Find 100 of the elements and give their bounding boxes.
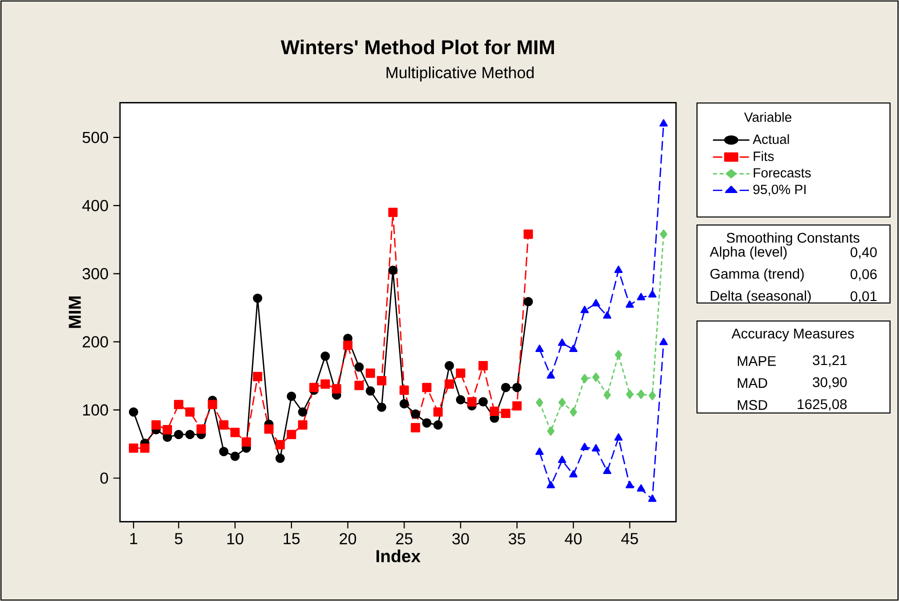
text: 0,01 xyxy=(850,291,877,303)
text: 0,06 xyxy=(850,269,877,281)
point xyxy=(536,398,544,408)
text: Accuracy Measures xyxy=(732,328,854,342)
text: 0,40 xyxy=(850,247,877,259)
text: 31,21 xyxy=(812,355,847,367)
point xyxy=(558,338,566,346)
point xyxy=(603,311,612,319)
x-tick-label: 20 xyxy=(340,533,356,544)
point xyxy=(603,466,612,474)
y-tick-label: 300 xyxy=(82,268,108,280)
x-tick-label: 35 xyxy=(508,533,526,544)
point xyxy=(546,480,555,488)
text: Gamma (trend) xyxy=(710,268,804,282)
point xyxy=(151,420,161,430)
point xyxy=(444,379,454,389)
point xyxy=(501,408,510,418)
point xyxy=(298,407,308,417)
point xyxy=(512,401,522,411)
point xyxy=(196,424,206,434)
point xyxy=(659,338,668,346)
point xyxy=(490,406,500,416)
point xyxy=(535,448,544,455)
y-tick-label: 0 xyxy=(100,472,108,484)
point xyxy=(501,382,510,392)
point xyxy=(410,409,420,419)
point xyxy=(547,426,554,436)
text: MAPE xyxy=(738,356,776,366)
point xyxy=(569,470,578,478)
point xyxy=(648,290,656,298)
point xyxy=(592,299,600,306)
point xyxy=(162,425,172,434)
point xyxy=(354,380,364,390)
point xyxy=(478,397,488,406)
point xyxy=(546,371,555,379)
x-tick-label: 5 xyxy=(174,533,182,544)
point xyxy=(648,494,656,502)
point xyxy=(636,292,646,300)
point xyxy=(410,423,420,432)
point xyxy=(286,430,296,440)
point xyxy=(343,340,352,350)
point xyxy=(376,402,386,412)
point xyxy=(332,384,342,394)
point xyxy=(366,386,376,396)
legend-label: 95,0% PI xyxy=(753,184,806,196)
text: 30,90 xyxy=(812,377,847,389)
point xyxy=(660,230,668,239)
y-tick-label: 100 xyxy=(83,404,108,416)
point xyxy=(309,382,319,392)
point xyxy=(320,379,330,389)
point xyxy=(444,361,454,370)
chart-title: Winters' Method Plot for MIM xyxy=(280,40,554,54)
point xyxy=(252,294,262,303)
point xyxy=(185,430,195,440)
x-tick-label: 10 xyxy=(227,533,244,544)
point xyxy=(456,368,466,378)
point xyxy=(376,376,386,386)
point xyxy=(636,484,646,492)
point xyxy=(592,444,600,452)
point xyxy=(275,454,285,464)
x-tick-label: 40 xyxy=(564,533,582,544)
point xyxy=(219,420,228,430)
x-tick-label: 25 xyxy=(396,533,412,544)
point xyxy=(219,446,228,456)
point xyxy=(570,407,578,417)
point xyxy=(592,372,600,382)
point xyxy=(388,208,398,218)
point xyxy=(174,400,184,410)
point xyxy=(467,397,477,406)
point xyxy=(286,392,296,402)
point xyxy=(298,420,308,430)
text: MAD xyxy=(738,378,768,388)
point xyxy=(512,382,522,392)
legend-title: Variable xyxy=(744,112,792,122)
point xyxy=(614,266,623,273)
point xyxy=(366,368,376,378)
point xyxy=(208,400,218,410)
point xyxy=(320,351,330,361)
point xyxy=(569,344,578,352)
point xyxy=(242,437,251,447)
point xyxy=(275,440,285,450)
point xyxy=(230,452,240,461)
point xyxy=(422,382,432,392)
x-tick-label: 15 xyxy=(284,533,300,544)
point xyxy=(185,407,195,417)
x-axis-title: Index xyxy=(376,550,421,562)
legend-label: Actual xyxy=(752,134,789,144)
point xyxy=(252,372,262,382)
point xyxy=(230,428,240,438)
point xyxy=(264,424,274,434)
point xyxy=(524,296,533,306)
text: MSD xyxy=(738,400,768,410)
point xyxy=(659,119,668,126)
point xyxy=(400,386,409,395)
text: Alpha (level) xyxy=(710,246,787,260)
legend-label: Fits xyxy=(754,151,774,161)
point xyxy=(626,300,634,308)
y-tick-label: 400 xyxy=(82,200,108,212)
point xyxy=(614,350,622,360)
point xyxy=(626,480,634,488)
